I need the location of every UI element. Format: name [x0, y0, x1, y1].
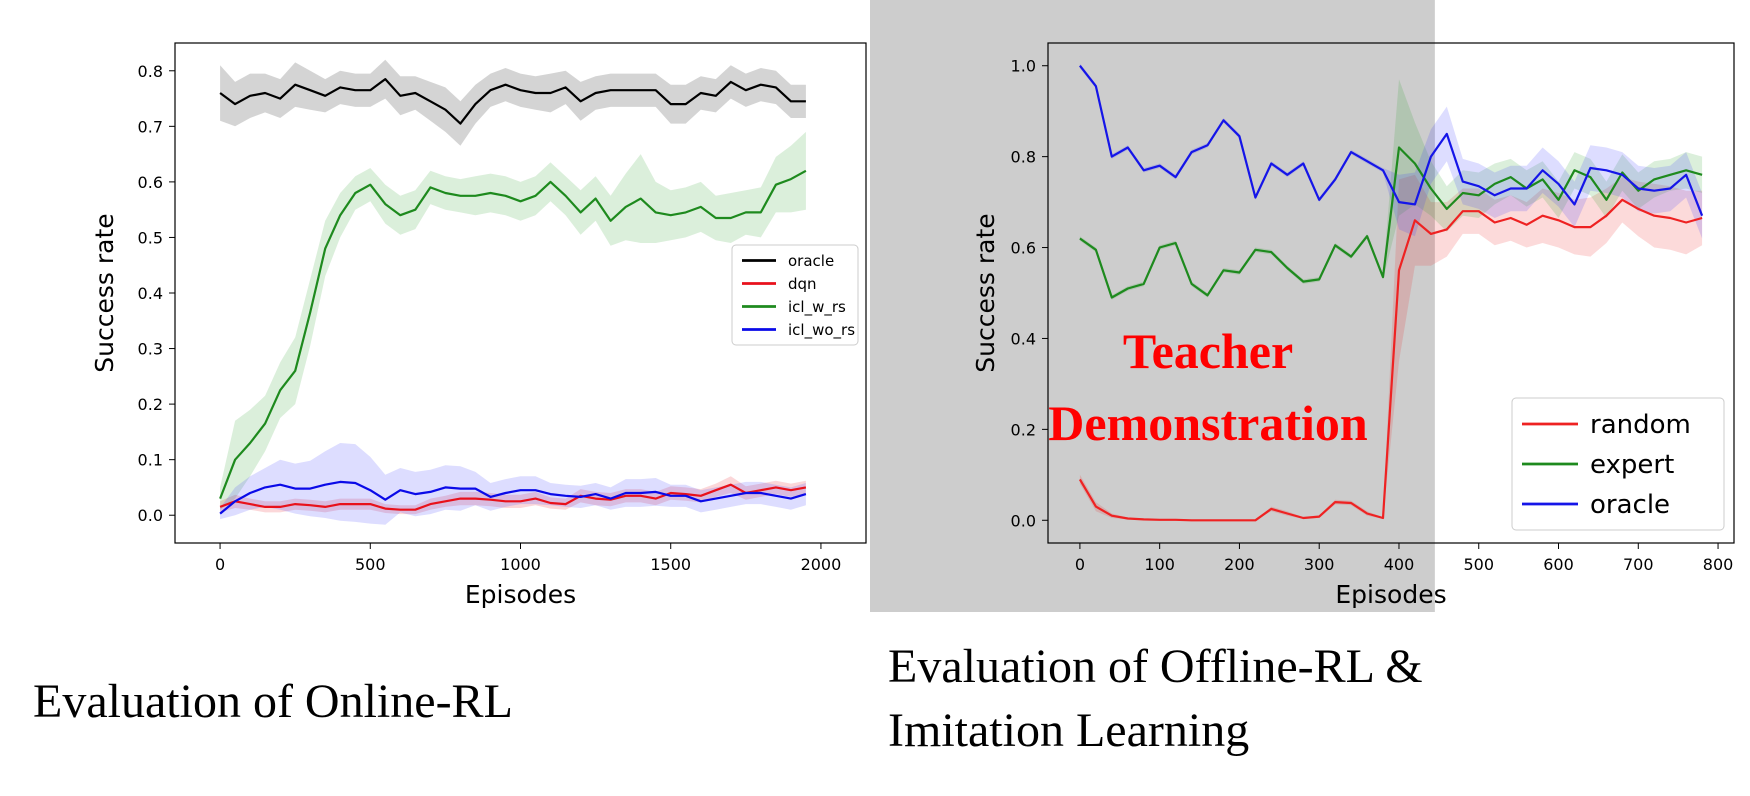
- chart-offline-rl: 0 100 200 300 400 500 600 700 800 0.0 0.2 0.4 0.6 0.8…: [870, 0, 1735, 612]
- x-tick-label: 200: [1224, 555, 1255, 574]
- caption-online-rl: Evaluation of Online-RL: [33, 675, 513, 728]
- x-tick-label: 0: [215, 555, 225, 574]
- x-axis-label: Episodes: [1335, 580, 1446, 609]
- y-tick-label: 0.4: [1011, 329, 1036, 348]
- x-tick-label: 400: [1384, 555, 1415, 574]
- line-oracle: [219, 77, 806, 125]
- x-tick-label: 2000: [801, 555, 842, 574]
- y-tick-label: 0.8: [138, 62, 163, 81]
- x-tick-label: 1000: [500, 555, 541, 574]
- y-axis-label: Success rate: [90, 213, 119, 372]
- y-tick-label: 0.6: [1011, 239, 1036, 258]
- x-tick-label: 600: [1543, 555, 1574, 574]
- x-tick-label: 700: [1623, 555, 1654, 574]
- line-icl_wo_rs: [219, 480, 807, 515]
- y-tick-label: 0.2: [1011, 420, 1036, 439]
- band-oracle: [1079, 63, 1703, 239]
- teacher-demonstration-region: [870, 0, 1435, 612]
- band-oracle: [220, 59, 806, 146]
- x-tick-label: 500: [355, 555, 386, 574]
- y-tick-label: 0.6: [138, 173, 163, 192]
- plot-frame: [1047, 42, 1735, 544]
- y-tick-label: 0.1: [138, 451, 163, 470]
- legend-entry-dqn: dqn: [788, 275, 817, 293]
- legend-entry-oracle: oracle: [1590, 490, 1670, 520]
- line-random: [1078, 198, 1703, 522]
- caption-offline-rl-line2: Imitation Learning: [888, 704, 1250, 757]
- y-tick-label: 0.5: [138, 228, 163, 247]
- legend-entry-oracle: oracle: [788, 252, 834, 270]
- x-tick-label: 0: [1075, 555, 1085, 574]
- y-tick-label: 0.8: [1011, 148, 1036, 167]
- legend-entry-icl_w_rs: icl_w_rs: [788, 298, 846, 317]
- band-icl_w_rs: [220, 131, 806, 510]
- y-tick-label: 0.0: [1011, 511, 1036, 530]
- legend-box: [1511, 397, 1725, 531]
- annotation-teacher: Teacher: [1123, 323, 1293, 379]
- legend-entry-random: random: [1590, 410, 1691, 440]
- y-axis-label: Success rate: [971, 213, 1000, 372]
- x-tick-label: 1500: [650, 555, 691, 574]
- line-icl_w_rs: [219, 169, 807, 499]
- y-tick-label: 0.7: [138, 117, 163, 136]
- x-tick-label: 100: [1144, 555, 1175, 574]
- line-oracle: [1079, 65, 1704, 217]
- x-tick-label: 500: [1463, 555, 1494, 574]
- y-tick-label: 1.0: [1011, 57, 1036, 76]
- x-tick-label: 300: [1304, 555, 1335, 574]
- x-axis-label: Episodes: [465, 580, 576, 609]
- legend-box: [731, 244, 859, 346]
- legend-entry-expert: expert: [1590, 450, 1674, 480]
- line-dqn: [219, 483, 807, 511]
- annotation-demonstration: Demonstration: [1048, 395, 1368, 451]
- legend-entry-icl_wo_rs: icl_wo_rs: [788, 321, 855, 340]
- y-tick-label: 0.3: [138, 340, 163, 359]
- band-expert: [1079, 79, 1703, 300]
- y-tick-label: 0.2: [138, 395, 163, 414]
- y-tick-label: 0.4: [138, 284, 163, 303]
- line-expert: [1079, 146, 1703, 299]
- x-tick-label: 800: [1703, 555, 1734, 574]
- caption-offline-rl-line1: Evaluation of Offline-RL &: [888, 640, 1423, 693]
- y-tick-label: 0.0: [138, 506, 163, 525]
- chart-online-rl: 0 500 1000 1500 2000 0.0 0.1 0.2 0.3 0.4 0.5 0.6 0.7…: [90, 42, 867, 609]
